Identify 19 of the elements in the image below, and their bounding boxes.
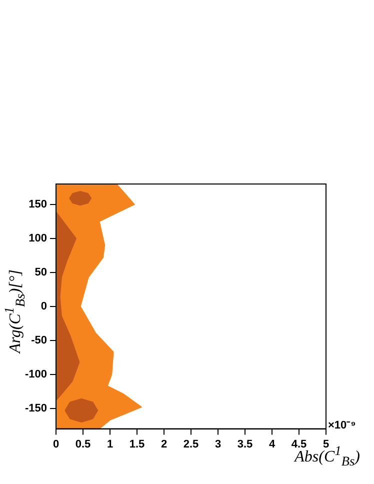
y-tick-label: 150: [28, 198, 48, 210]
x-tick-label: 0.5: [75, 438, 91, 450]
x-tick-label: 1.5: [129, 438, 145, 450]
x-tick-label: 4: [268, 438, 276, 450]
x-tick-label: 4.5: [291, 438, 307, 450]
x-tick-label: 3.5: [237, 438, 253, 450]
y-tick-label: -100: [24, 368, 48, 380]
y-tick-label: 0: [40, 300, 48, 312]
x-tick-label: 2: [160, 438, 168, 450]
text: ×10⁻⁹: [328, 419, 356, 432]
y-tick-label: 50: [34, 266, 48, 278]
x-tick-label: 5: [322, 438, 330, 450]
x-tick-label: 3: [214, 438, 222, 450]
y-tick-label: -150: [24, 402, 48, 414]
x-tick-label: 2.5: [183, 438, 199, 450]
x-tick-label: 1: [106, 438, 114, 450]
x-tick-label: 0: [52, 438, 60, 450]
y-tick-label: 100: [28, 232, 48, 244]
y-tick-label: -50: [31, 334, 48, 346]
